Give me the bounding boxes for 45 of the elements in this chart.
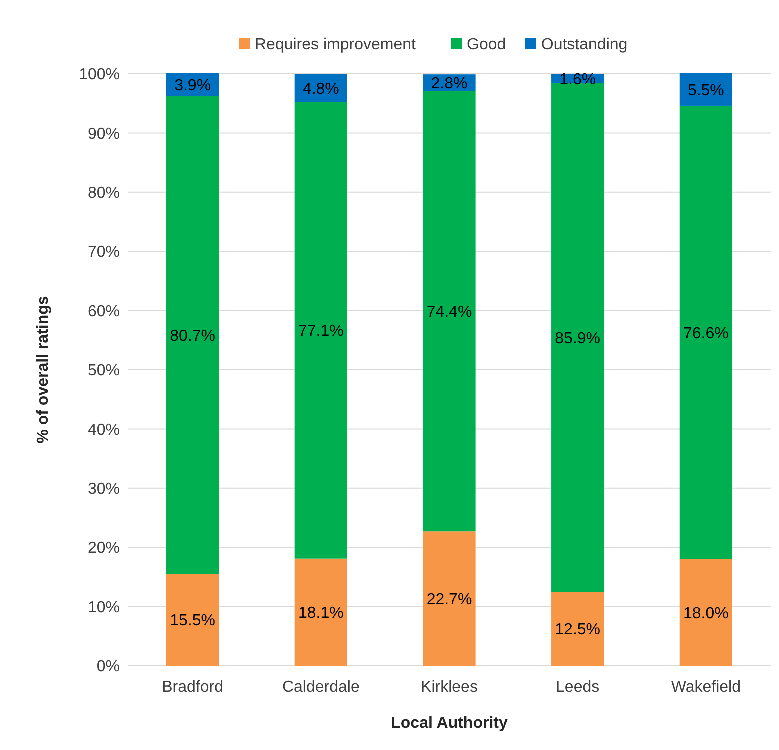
data-label: 80.7% — [170, 328, 216, 345]
legend-label: Good — [467, 36, 506, 54]
y-tick-label: 70% — [88, 244, 120, 262]
x-axis-title: Local Authority — [391, 715, 508, 732]
bar — [680, 559, 732, 666]
y-tick-label: 50% — [88, 362, 120, 380]
bar — [680, 106, 732, 560]
data-label: 76.6% — [684, 325, 729, 342]
data-label: 3.9% — [174, 78, 212, 95]
y-tick-label: 90% — [88, 126, 120, 143]
y-tick-label: 80% — [88, 185, 120, 202]
bar — [552, 83, 604, 592]
legend-label: Requires improvement — [255, 36, 417, 54]
y-tick-label: 20% — [88, 540, 120, 558]
data-label: 2.8% — [431, 75, 468, 92]
bar — [166, 574, 220, 666]
data-label: 15.5% — [170, 612, 216, 630]
data-label: 22.7% — [426, 591, 472, 608]
data-label: 74.4% — [426, 304, 472, 321]
x-tick-label: Kirklees — [421, 679, 478, 696]
y-tick-label: 60% — [88, 303, 120, 320]
data-label: 12.5% — [555, 622, 601, 639]
y-tick-label: 40% — [88, 422, 120, 439]
y-tick-label: 100% — [79, 66, 120, 84]
x-tick-label: Bradford — [162, 679, 224, 696]
data-label: 5.5% — [688, 82, 724, 100]
data-label: 77.1% — [298, 323, 344, 340]
data-label: 18.1% — [298, 605, 344, 622]
y-tick-label: 10% — [88, 599, 120, 616]
legend-label: Outstanding — [541, 36, 628, 54]
bar — [552, 592, 604, 666]
x-tick-label: Leeds — [556, 679, 600, 696]
x-tick-label: Wakefield — [671, 679, 742, 696]
x-tick-label: Calderdale — [282, 679, 360, 696]
bar — [294, 558, 348, 666]
y-axis-title: % of overall ratings — [35, 296, 52, 444]
y-tick-label: 30% — [88, 481, 120, 498]
data-label: 4.8% — [302, 80, 340, 98]
bar — [423, 532, 476, 666]
y-tick-label: 0% — [96, 658, 120, 676]
data-label: 85.9% — [555, 330, 601, 348]
data-label: 18.0% — [684, 605, 729, 622]
bar — [166, 96, 220, 574]
bar — [294, 102, 348, 559]
bar — [423, 91, 476, 532]
